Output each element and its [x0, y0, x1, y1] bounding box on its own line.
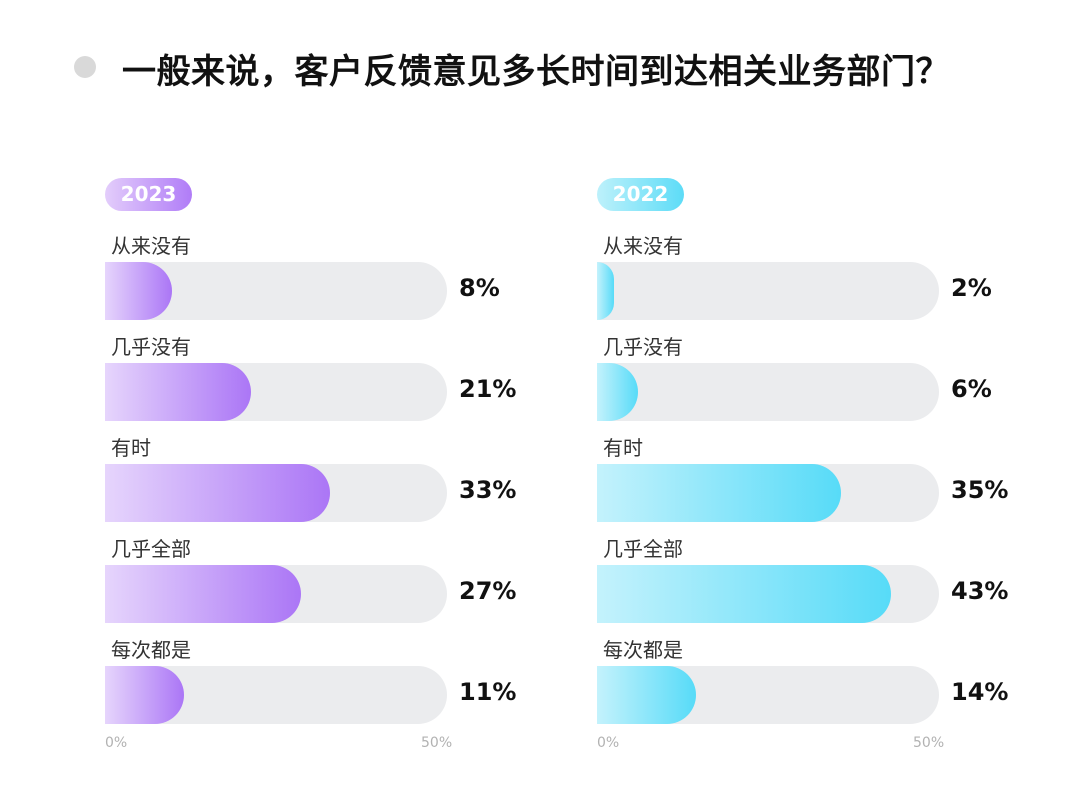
- title-bullet-dot: [74, 56, 96, 78]
- bar-value: 6%: [951, 375, 992, 403]
- bar-value: 2%: [951, 274, 992, 302]
- bar-fill: [597, 464, 841, 522]
- bar-fill: [597, 363, 638, 421]
- bar-value: 27%: [459, 577, 517, 605]
- year-badge: 2023: [105, 178, 192, 211]
- bar-track: [597, 464, 939, 522]
- bar-label: 每次都是: [111, 638, 191, 662]
- bar-track: [105, 464, 447, 522]
- axis-min-label: 0%: [597, 735, 620, 751]
- bar-fill: [105, 666, 184, 724]
- bar-fill: [105, 464, 330, 522]
- bar-fill: [105, 363, 251, 421]
- bar-track: [597, 262, 939, 320]
- bar-label: 从来没有: [603, 234, 683, 258]
- bar-row: 有时 35%: [597, 432, 1037, 522]
- bar-fill: [597, 262, 614, 320]
- bar-label: 有时: [603, 436, 643, 460]
- bar-label: 几乎全部: [603, 537, 683, 561]
- year-badge: 2022: [597, 178, 684, 211]
- bar-track: [105, 363, 447, 421]
- bar-value: 21%: [459, 375, 517, 403]
- bar-label: 几乎全部: [111, 537, 191, 561]
- bar-row: 每次都是 11%: [105, 634, 545, 724]
- bar-row: 几乎没有 21%: [105, 331, 545, 421]
- bar-fill: [597, 666, 696, 724]
- bar-fill: [597, 565, 891, 623]
- bar-track: [597, 666, 939, 724]
- axis-max-label: 50%: [913, 735, 945, 751]
- bar-label: 每次都是: [603, 638, 683, 662]
- bar-value: 35%: [951, 476, 1009, 504]
- bar-value: 8%: [459, 274, 500, 302]
- bar-track: [105, 262, 447, 320]
- axis-max-label: 50%: [421, 735, 453, 751]
- bar-label: 几乎没有: [111, 335, 191, 359]
- bar-value: 33%: [459, 476, 517, 504]
- bar-track: [105, 565, 447, 623]
- bar-track: [105, 666, 447, 724]
- bar-value: 14%: [951, 678, 1009, 706]
- panel-2023: 2023 从来没有 8% 几乎没有 21% 有时 33% 几乎全部 27% 每次…: [105, 178, 545, 778]
- bar-track: [597, 565, 939, 623]
- bar-fill: [105, 565, 301, 623]
- bar-label: 几乎没有: [603, 335, 683, 359]
- panel-2022: 2022 从来没有 2% 几乎没有 6% 有时 35% 几乎全部 43% 每次都…: [597, 178, 1037, 778]
- bar-row: 几乎全部 43%: [597, 533, 1037, 623]
- bar-row: 几乎没有 6%: [597, 331, 1037, 421]
- bar-row: 有时 33%: [105, 432, 545, 522]
- axis-min-label: 0%: [105, 735, 128, 751]
- bar-label: 从来没有: [111, 234, 191, 258]
- bar-row: 每次都是 14%: [597, 634, 1037, 724]
- bar-row: 几乎全部 27%: [105, 533, 545, 623]
- bar-row: 从来没有 2%: [597, 230, 1037, 320]
- bar-value: 43%: [951, 577, 1009, 605]
- page-title: 一般来说，客户反馈意见多长时间到达相关业务部门？: [122, 52, 950, 92]
- bar-label: 有时: [111, 436, 151, 460]
- bar-value: 11%: [459, 678, 517, 706]
- bar-track: [597, 363, 939, 421]
- bar-row: 从来没有 8%: [105, 230, 545, 320]
- bar-fill: [105, 262, 172, 320]
